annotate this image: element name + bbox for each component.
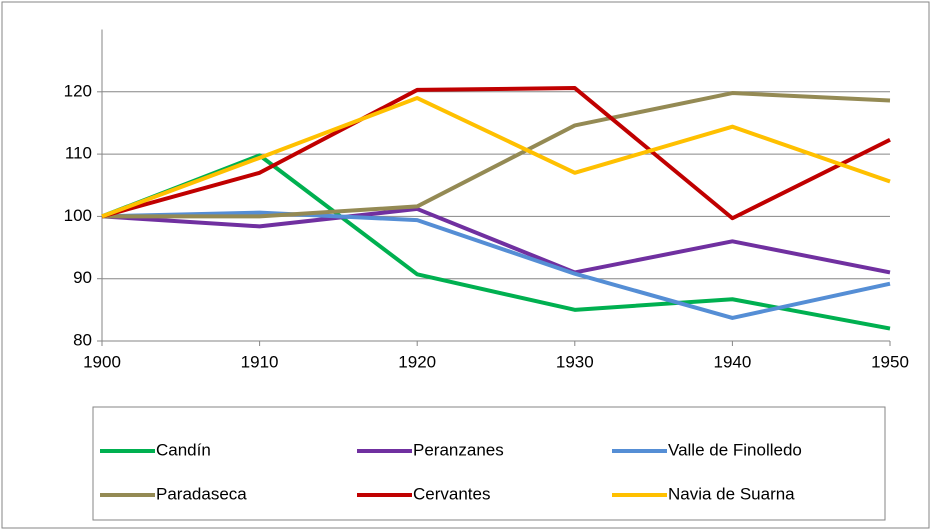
x-tick-label: 1910 [241, 352, 279, 371]
series-line [101, 86, 891, 221]
series-line [102, 91, 891, 219]
x-tick-label: 1920 [398, 352, 436, 371]
legend-label: Candín [156, 440, 211, 459]
x-tick-label: 1930 [556, 352, 594, 371]
series-line [101, 210, 891, 320]
y-tick-label: 80 [73, 330, 92, 349]
legend-label: Peranzanes [413, 440, 504, 459]
series-line [101, 206, 891, 275]
series-line [101, 96, 891, 219]
y-tick-label: 100 [64, 206, 92, 225]
y-tick-label: 90 [73, 268, 92, 287]
y-tick-label: 120 [64, 81, 92, 100]
legend-label: Cervantes [413, 484, 490, 503]
legend-label: Navia de Suarna [668, 484, 795, 503]
x-tick-label: 1940 [713, 352, 751, 371]
x-tick-label: 1950 [871, 352, 909, 371]
legend-box [92, 406, 886, 521]
x-tick-label: 1900 [83, 352, 121, 371]
legend-label: Valle de Finolledo [668, 440, 802, 459]
y-tick-label: 110 [65, 144, 92, 163]
legend-label: Paradaseca [156, 484, 247, 503]
